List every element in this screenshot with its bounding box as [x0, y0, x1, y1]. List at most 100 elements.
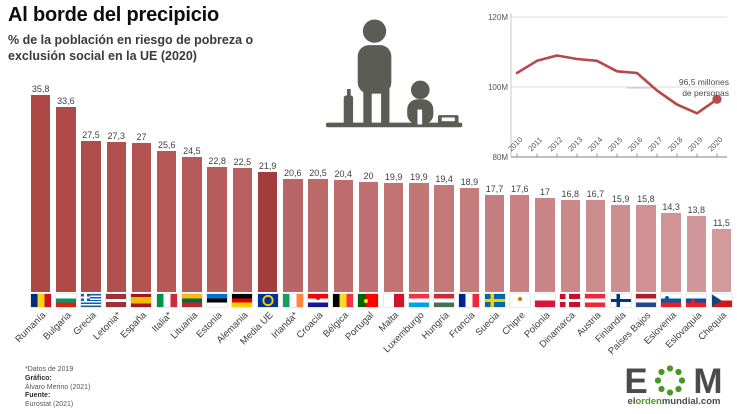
country-column-polonia: 17 Polonia — [523, 80, 557, 371]
country-label-wrap: Croacia — [295, 307, 330, 371]
bar-area: 20,6 — [280, 80, 305, 292]
adult-head — [362, 19, 387, 43]
country-column-italia: 25,6 Italia* — [150, 80, 179, 371]
bar-area: 17,6 — [507, 80, 532, 292]
country-column-chipre: 17,6 Chipre — [500, 80, 532, 371]
adult-leg — [381, 85, 390, 125]
page-title: Al borde del precipicio — [8, 4, 219, 26]
country-label-wrap: España — [119, 307, 154, 371]
bar-value-label: 27,5 — [82, 130, 100, 140]
country-label: Rumanía — [13, 310, 49, 346]
flag-crest — [316, 295, 321, 300]
flag-eslovaquia-icon — [686, 294, 707, 307]
country-column-eslovenia: 14,3 Eslovenia — [642, 80, 683, 371]
bar-value-label: 22,5 — [233, 157, 252, 167]
bar-value-label: 20,4 — [334, 169, 352, 179]
credit-author: Álvaro Merino (2021) — [25, 383, 91, 391]
flag-polonia-icon — [534, 294, 555, 307]
country-label-wrap: Portugal — [343, 307, 381, 371]
flag-croacia-icon — [308, 294, 329, 307]
bar — [308, 179, 328, 292]
trend-endpoint-dot — [712, 94, 722, 104]
source-label: Fuente: — [25, 392, 51, 400]
country-column-espana: 27 España — [119, 80, 154, 371]
adult-body — [357, 45, 392, 94]
bar — [610, 205, 631, 292]
bar — [711, 229, 732, 292]
flag-suecia-icon — [484, 294, 505, 307]
flag-chipre-icon — [509, 294, 530, 307]
source-value: Eurostat (2021) — [25, 401, 74, 408]
country-column-paises-bajos: 15,8 Países Bajos — [607, 80, 658, 371]
bar-value-label: 15,8 — [637, 194, 655, 204]
flag-luxemburgo-icon — [408, 294, 429, 307]
bar — [283, 179, 303, 292]
bar — [257, 172, 278, 292]
bar-value-label: 13,8 — [687, 205, 706, 215]
flag-portugal-icon — [358, 294, 379, 307]
bar — [560, 200, 580, 292]
bar-value-label: 17,7 — [485, 184, 504, 194]
logo-letter-e: E — [624, 362, 647, 401]
annotation-line-2: de personas — [682, 88, 729, 98]
bar-area: 27 — [129, 80, 154, 292]
bar — [510, 195, 530, 292]
country-column-media-ue: 21,9 Media UE — [238, 80, 280, 371]
bar — [535, 198, 555, 292]
chart-subtitle: % de la población en riesgo de pobreza o… — [8, 33, 254, 63]
bar — [686, 216, 706, 292]
country-column-grecia: 27,5 Grecia — [71, 80, 103, 371]
flag-espana-icon — [131, 294, 152, 307]
annotation-line-1: 96,5 millones — [679, 77, 729, 87]
bar-area: 22,5 — [230, 80, 255, 292]
country-column-finlandia: 15,9 Finlandia — [593, 80, 633, 371]
flag-malta-icon — [383, 294, 404, 307]
country-column-belgica: 20,4 Bélgica — [321, 80, 356, 371]
country-column-croacia: 20,5 Croacia — [295, 80, 330, 371]
bar-value-label: 15,9 — [611, 194, 630, 204]
country-column-luxemburgo: 19,9 Luxemburgo — [382, 80, 431, 371]
flag-rumania-icon — [30, 294, 51, 307]
bar — [484, 195, 505, 292]
bar-area: 15,9 — [608, 80, 633, 292]
bottle-icon — [343, 95, 354, 125]
bar-area: 19,4 — [432, 80, 457, 292]
adult-leg — [363, 85, 372, 125]
flag-crest — [364, 298, 369, 303]
flag-irlanda-icon — [282, 294, 303, 307]
bar-area: 35,8 — [28, 80, 53, 292]
footer-credits: *Datos de 2019 Gráfico: Álvaro Merino (2… — [25, 366, 90, 410]
bar-chart: 35,8 Rumanía 33,6 Bulgaria 27,5 Grecia 27,3 Let… — [13, 80, 734, 371]
flag-crest — [664, 296, 669, 301]
bar — [106, 142, 126, 292]
bar-value-label: 17,6 — [511, 184, 529, 194]
country-label-wrap: Bulgaria — [41, 307, 78, 371]
pictogram-svg — [326, 19, 463, 128]
bar — [207, 167, 227, 292]
flag-crest — [517, 297, 522, 302]
flag-eslovenia-icon — [661, 294, 682, 307]
bar-area: 14,3 — [658, 80, 683, 292]
bar-value-label: 21,9 — [258, 161, 277, 171]
bar-area: 11,5 — [709, 80, 734, 292]
bar-value-label: 22,8 — [208, 156, 226, 166]
flag-lituania-icon — [181, 294, 202, 307]
bar-value-label: 33,6 — [57, 96, 75, 106]
trend-line — [515, 54, 719, 115]
flag-hungria-icon — [434, 294, 455, 307]
country-column-alemania: 22,5 Alemania — [214, 80, 255, 371]
child-legs-gap — [417, 109, 423, 125]
bar — [131, 143, 152, 292]
bar — [157, 151, 177, 292]
bar-value-label: 19,9 — [410, 172, 428, 182]
bar-value-label: 16,7 — [586, 189, 605, 199]
inset-line-chart: 120M 100M 80M 2010 2011 2012 2013 2014 2015 2016 2… — [479, 5, 737, 172]
inset-ytick: 120M — [488, 13, 508, 22]
bar-area: 16,8 — [558, 80, 583, 292]
flag-letonia-icon — [106, 294, 127, 307]
bar-value-label: 19,4 — [435, 174, 453, 184]
bar-value-label: 24,5 — [183, 146, 201, 156]
country-column-rumania: 35,8 Rumanía — [13, 80, 53, 371]
country-label-wrap: Suecia — [474, 307, 507, 371]
